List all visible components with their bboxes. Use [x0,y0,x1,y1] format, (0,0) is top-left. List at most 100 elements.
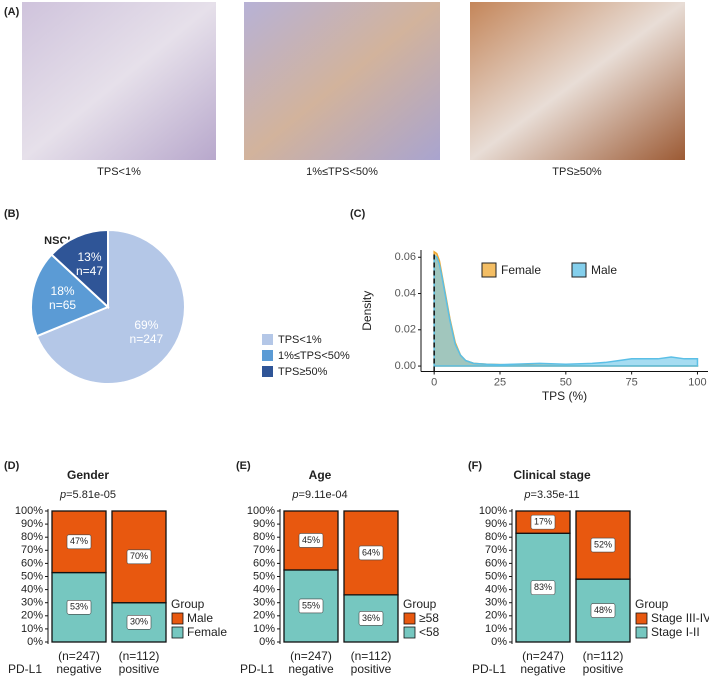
legend-label: 1%≤TPS<50% [278,350,350,362]
y-tick-label: 80% [485,531,507,543]
legend-swatch [262,350,273,361]
x-tick-label: (n=247) [58,649,100,663]
legend-swatch [571,262,587,278]
label-box [590,603,616,618]
y-tick-label: 60% [253,557,275,569]
y-tick-label: 30% [21,597,43,609]
y-tick-label: 40% [21,584,43,596]
panel-label: (E) [236,460,251,472]
y-tick-label: 20% [253,610,275,622]
x-tick-label: 100 [688,376,706,388]
y-tick-label: 0.04 [395,287,416,299]
legend-label: Female [187,625,227,639]
x-tick-label: 75 [626,376,638,388]
histology-image [244,2,440,160]
pie-slice [50,228,109,310]
x-tick-sublabel: positive [351,662,392,676]
legend-label: TPS<1% [278,334,322,346]
x-axis-title: PD-L1 [8,662,42,676]
chart-title: Clinical stage [513,468,591,482]
image-caption: TPS≥50% [552,166,602,178]
x-tick-sublabel: negative [520,662,566,676]
data-label: 64% [362,547,380,557]
legend-swatch [481,262,497,278]
data-label: 83% [534,582,552,592]
label-box [298,533,324,548]
x-tick-label: (n=112) [583,649,624,663]
y-tick-label: 100% [15,505,43,517]
x-axis-title: PD-L1 [472,662,506,676]
y-tick-label: 40% [253,584,275,596]
y-tick-label: 30% [253,597,275,609]
data-label: 55% [302,600,320,610]
legend-swatch [262,366,273,377]
data-label: 48% [594,605,612,615]
data-label: n=247 [130,332,164,346]
panel-label: (D) [4,460,20,472]
legend-label: Female [501,263,541,277]
y-tick-label: 0% [491,636,507,648]
y-tick-label: 40% [485,584,507,596]
histology-image [470,2,685,160]
data-label: 53% [70,602,88,612]
y-tick-label: 90% [21,518,43,530]
y-axis-label: Density [360,291,374,331]
data-label: 70% [130,551,148,561]
legend-label: <58 [419,625,440,639]
x-tick-label: 25 [494,376,506,388]
legend-label: TPS≥50% [278,366,328,378]
data-label: 17% [534,517,552,527]
y-tick-label: 80% [21,531,43,543]
y-tick-label: 70% [253,544,275,556]
label-box [530,514,556,530]
x-axis-title: PD-L1 [240,662,274,676]
image-caption: TPS<1% [97,166,141,178]
y-tick-label: 90% [253,518,275,530]
x-tick-label: (n=247) [290,649,332,663]
label-box [66,599,92,615]
legend-swatch [635,626,648,639]
panel-label: (F) [468,460,482,472]
y-tick-label: 10% [485,623,507,635]
data-label: 52% [594,539,612,549]
y-tick-label: 100% [479,505,507,517]
legend-swatch [403,612,416,625]
legend-label: Male [591,263,617,277]
y-tick-label: 10% [21,623,43,635]
data-label: 45% [302,535,320,545]
y-tick-label: 20% [485,610,507,622]
x-tick-sublabel: negative [56,662,102,676]
y-tick-label: 20% [21,610,43,622]
percent-label: 69% [134,318,158,332]
y-tick-label: 70% [21,544,43,556]
chart-title: Gender [67,468,109,482]
y-tick-label: 90% [485,518,507,530]
y-tick-label: 0% [27,636,43,648]
x-tick-label: 0 [431,376,437,388]
panel-label: (B) [4,208,20,220]
y-tick-label: 50% [253,570,275,582]
x-tick-sublabel: positive [119,662,160,676]
p-value: p=5.81e-05 [59,489,116,501]
label-box [126,615,152,630]
legend-swatch [403,626,416,639]
y-tick-label: 30% [485,597,507,609]
histology-image [22,2,216,160]
legend-swatch [171,612,184,625]
image-caption: 1%≤TPS<50% [306,166,378,178]
label-box [66,534,92,550]
y-tick-label: 60% [21,557,43,569]
legend-title: Group [171,597,205,611]
label-box [358,611,384,626]
label-box [358,545,384,561]
x-tick-label: (n=112) [119,649,160,663]
legend-swatch [635,612,648,625]
x-tick-sublabel: positive [583,662,624,676]
y-tick-label: 0% [259,636,275,648]
y-tick-label: 80% [253,531,275,543]
y-tick-label: 60% [485,557,507,569]
legend-label: Stage I-II [651,625,700,639]
y-tick-label: 0.00 [395,360,416,372]
data-label: n=65 [49,298,76,312]
chart-title: Age [309,468,332,482]
